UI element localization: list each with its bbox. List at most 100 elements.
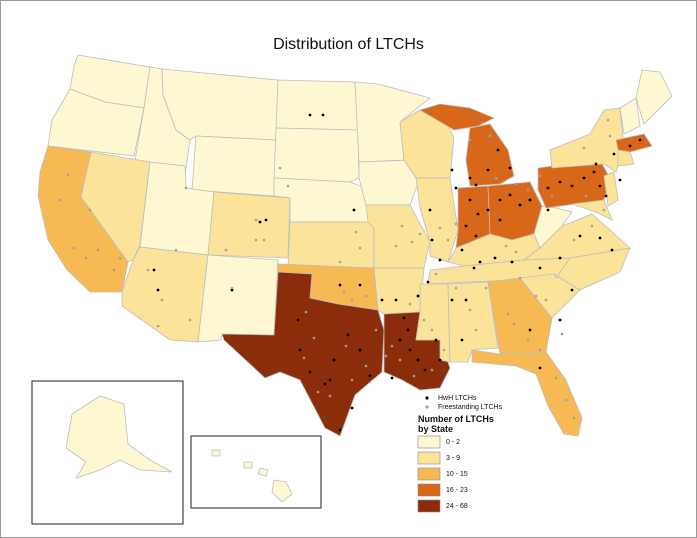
map-title: Distribution of LTCHs <box>273 36 424 53</box>
hwh-ltch-dot <box>582 176 586 180</box>
legend-hwh-label: HwH LTCHs <box>438 395 477 402</box>
freestanding-ltch-dot <box>412 374 416 378</box>
freestanding-ltch-dot <box>390 344 394 348</box>
freestanding-ltch-dot <box>88 208 92 212</box>
hwh-ltch-dot <box>368 374 372 378</box>
state-new-jersey <box>603 171 619 207</box>
hwh-ltch-dot <box>598 236 602 240</box>
freestanding-ltch-dot <box>350 378 354 382</box>
freestanding-ltch-dot <box>304 310 308 314</box>
hwh-ltch-dot <box>338 428 342 432</box>
freestanding-ltch-dot <box>468 308 472 312</box>
freestanding-ltch-dot <box>506 312 510 316</box>
hwh-ltch-dot <box>578 234 582 238</box>
legend-swatch-3-9 <box>417 451 441 465</box>
state-colorado <box>207 191 291 259</box>
freestanding-ltch-dot <box>350 298 354 302</box>
hwh-ltch-dot <box>474 234 478 238</box>
freestanding-ltch-dot <box>434 272 438 276</box>
hwh-ltch-dot <box>510 260 514 264</box>
freestanding-ltch-dot <box>364 294 368 298</box>
hwh-ltch-dot <box>628 144 632 148</box>
freestanding-ltch-dot <box>438 226 442 230</box>
freestanding-ltch-dot <box>84 256 88 260</box>
freestanding-ltch-dot <box>254 218 258 222</box>
freestanding-ltch-dot <box>184 186 188 190</box>
freestanding-ltch-dot <box>254 238 258 242</box>
freestanding-ltch-dot <box>560 332 564 336</box>
freestanding-ltch-dot <box>422 318 426 322</box>
hwh-ltch-dot <box>328 378 332 382</box>
freestanding-ltch-dot <box>590 224 594 228</box>
hwh-ltch-dot <box>264 218 268 222</box>
state-hawaii <box>211 449 293 503</box>
state-florida <box>471 349 583 437</box>
freestanding-ltch-dot <box>454 222 458 226</box>
freestanding-ltch-dot <box>224 248 228 252</box>
hwh-ltch-dot <box>350 406 354 410</box>
legend-heading-line1: Number of LTCHs <box>418 414 494 424</box>
freestanding-ltch-dot <box>526 338 530 342</box>
hwh-ltch-dot <box>598 184 602 188</box>
hwh-ltch-dot <box>406 328 410 332</box>
hwh-ltch-dot <box>390 376 394 380</box>
state-new-york <box>549 107 625 173</box>
hwh-ltch-dot <box>508 166 512 170</box>
hwh-ltch-dot <box>298 348 302 352</box>
hwh-ltch-dot <box>592 170 596 174</box>
hwh-ltch-dot <box>464 224 468 228</box>
freestanding-ltch-dot <box>394 244 398 248</box>
freestanding-ltch-dot <box>156 324 160 328</box>
hwh-ltch-dot <box>460 248 464 252</box>
state-maryland <box>571 199 613 221</box>
freestanding-ltch-dot <box>554 376 558 380</box>
hwh-ltch-dot <box>546 186 550 190</box>
ltch-locations <box>58 113 642 432</box>
legend-class-0-2: 0 - 2 <box>446 439 460 446</box>
legend-swatch-24-68 <box>417 499 441 513</box>
freestanding-ltch-dot <box>302 356 306 360</box>
hwh-ltch-dot <box>610 248 614 252</box>
freestanding-ltch-dot <box>572 238 576 242</box>
freestanding-ltch-dot <box>538 174 542 178</box>
hwh-ltch-dot <box>321 113 325 117</box>
hwh-ltch-dot <box>486 208 490 212</box>
hwh-ltch-dot <box>346 333 350 337</box>
state-michigan-lower <box>465 123 515 187</box>
hwh-ltch-dot <box>496 148 500 152</box>
freestanding-ltch-dot <box>374 328 378 332</box>
hwh-ltch-dot <box>296 318 300 322</box>
freestanding-ltch-dot <box>364 364 368 368</box>
freestanding-ltch-dot <box>66 173 70 177</box>
hwh-ltch-dot <box>428 208 432 212</box>
freestanding-ltch-dot <box>514 250 518 254</box>
legend-class-3-9: 3 - 9 <box>446 455 460 462</box>
freestanding-ltch-dot <box>572 416 576 420</box>
hwh-ltch-dot <box>468 198 472 202</box>
state-texas <box>221 271 385 437</box>
hwh-ltch-dot <box>416 294 420 298</box>
hwh-ltch-dot <box>332 358 336 362</box>
hwh-ltch-dot <box>408 348 412 352</box>
freestanding-ltch-dot <box>58 198 62 202</box>
legend-swatch-0-2 <box>417 435 441 449</box>
freestanding-ltch-dot <box>316 390 320 394</box>
state-arizona <box>121 246 209 343</box>
legend-swatch-10-15 <box>417 467 441 481</box>
state-georgia <box>487 277 553 355</box>
freestanding-ltch-dot <box>112 268 116 272</box>
freestanding-ltch-dot <box>504 244 508 248</box>
freestanding-ltch-dot <box>608 134 612 138</box>
freestanding-ltch-dot <box>328 394 332 398</box>
hwh-ltch-dot <box>394 298 398 302</box>
hwh-ltch-dot <box>464 298 468 302</box>
freestanding-ltch-dot <box>468 138 472 142</box>
hwh-ltch-dot <box>423 368 427 372</box>
hwh-ltch-dot <box>438 358 442 362</box>
freestanding-ltch-dot <box>160 298 164 302</box>
hwh-ltch-dot <box>434 338 438 342</box>
freestanding-ltch-dot <box>584 194 588 198</box>
hwh-ltch-dot <box>546 208 550 212</box>
state-ohio <box>487 181 543 241</box>
